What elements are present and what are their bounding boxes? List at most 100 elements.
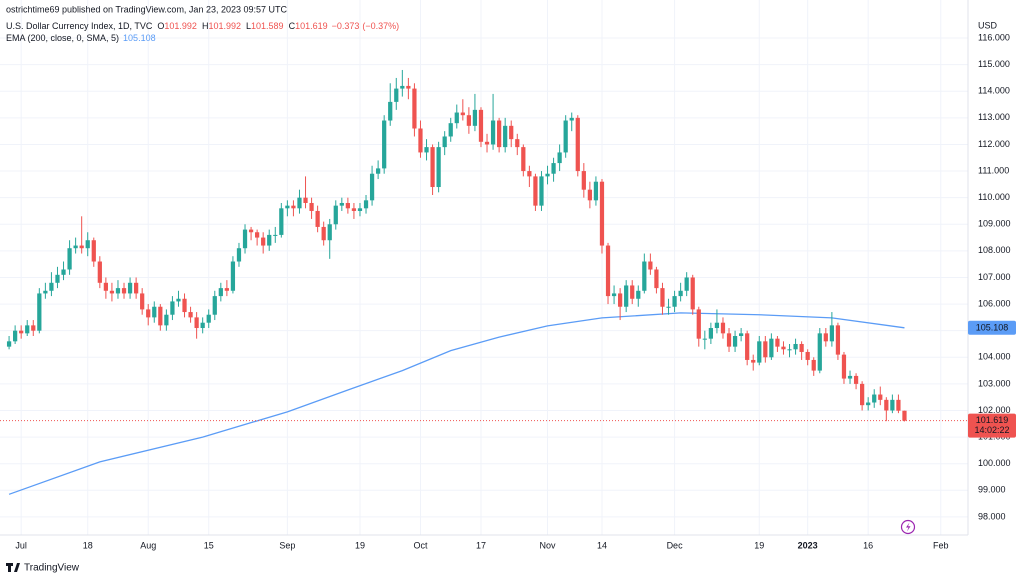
candle-body xyxy=(218,288,223,297)
candle-body xyxy=(630,285,635,299)
y-tick-label: 109.000 xyxy=(978,219,1011,229)
candle-body xyxy=(91,240,96,262)
candle-body xyxy=(430,147,435,188)
candle-body xyxy=(678,290,683,297)
candle-body xyxy=(454,112,459,124)
ohlc-value: 101.619 xyxy=(295,21,328,31)
y-tick-label: 108.000 xyxy=(978,245,1011,255)
candle-body xyxy=(775,338,780,347)
brand-name: TradingView xyxy=(24,563,80,574)
change-percent: (−0.37%) xyxy=(362,21,399,31)
candle-body xyxy=(170,301,175,315)
candle-body xyxy=(527,171,532,177)
candle-body xyxy=(31,325,36,331)
candle-body xyxy=(515,139,520,148)
candle-body xyxy=(714,322,720,329)
candle-body xyxy=(285,205,290,209)
candle-body xyxy=(176,298,181,302)
candle-body xyxy=(696,309,701,339)
candle-body xyxy=(315,210,320,227)
x-tick-label: Dec xyxy=(667,540,684,550)
candle-body xyxy=(333,205,338,225)
last-price-label: 101.619 xyxy=(976,415,1009,425)
candle-body xyxy=(545,173,550,177)
candle-body xyxy=(799,343,804,352)
ema-layer xyxy=(8,312,905,495)
candle-body xyxy=(666,306,671,308)
candle-body xyxy=(890,399,895,411)
candle-body xyxy=(376,168,381,174)
y-tick-label: 114.000 xyxy=(978,86,1010,96)
countdown-label: 14:02:22 xyxy=(974,425,1009,435)
candle-body xyxy=(61,269,66,275)
candle-body xyxy=(6,341,12,347)
candle-body xyxy=(97,261,102,283)
candle-body xyxy=(255,232,260,238)
currency-label: USD xyxy=(978,20,998,30)
candle-body xyxy=(648,261,653,270)
candle-body xyxy=(103,282,108,291)
y-tick-label: 115.000 xyxy=(978,59,1010,69)
candle-body xyxy=(853,375,859,384)
candle-body xyxy=(182,298,187,313)
candle-body xyxy=(382,120,387,169)
candle-body xyxy=(823,333,828,342)
candle-body xyxy=(115,288,121,294)
x-tick-label: Nov xyxy=(540,540,557,550)
candle-body xyxy=(726,333,732,347)
candle-body xyxy=(781,346,786,350)
candle-body xyxy=(509,125,514,140)
candle-body xyxy=(769,338,774,358)
candle-body xyxy=(902,410,907,421)
candle-body xyxy=(739,333,744,337)
x-tick-label: Oct xyxy=(413,540,428,550)
candles xyxy=(6,69,907,422)
candle-body xyxy=(654,269,659,289)
candle-body xyxy=(164,314,169,326)
candle-body xyxy=(200,322,205,329)
candle-body xyxy=(872,394,877,403)
ema-value: 105.108 xyxy=(123,33,156,43)
candle-body xyxy=(297,197,302,209)
candle-body xyxy=(436,147,441,188)
x-tick-label: Aug xyxy=(140,540,156,550)
candle-body xyxy=(841,354,847,379)
candle-body xyxy=(497,120,502,148)
publisher-header: ostrichtime69 published on TradingView.c… xyxy=(6,4,288,14)
candle-body xyxy=(152,306,157,318)
candle-body xyxy=(49,282,54,291)
y-tick-label: 116.000 xyxy=(978,32,1010,42)
candle-body xyxy=(569,117,574,121)
ema-price-label: 105.108 xyxy=(976,323,1009,333)
candle-body xyxy=(25,325,30,334)
candle-body xyxy=(503,125,508,148)
candle-body xyxy=(400,85,405,89)
x-tick-label: 2023 xyxy=(798,540,818,550)
candle-body xyxy=(684,277,689,291)
y-tick-label: 107.000 xyxy=(978,272,1011,282)
candle-body xyxy=(85,240,90,249)
candle-body xyxy=(327,224,332,241)
candle-body xyxy=(581,171,586,190)
y-tick-label: 106.000 xyxy=(978,298,1011,308)
candle-body xyxy=(817,333,822,371)
candle-body xyxy=(745,333,750,360)
candle-body xyxy=(884,399,889,411)
candle-body xyxy=(860,383,865,406)
candle-body xyxy=(212,296,217,315)
candle-body xyxy=(388,101,393,121)
candle-body xyxy=(261,237,266,246)
candle-body xyxy=(593,181,599,201)
y-tick-label: 98.000 xyxy=(978,511,1006,521)
candle-body xyxy=(787,349,792,351)
ohlc-key: H xyxy=(202,21,209,31)
candle-body xyxy=(146,309,151,318)
candle-body xyxy=(127,282,133,294)
candle-body xyxy=(351,208,357,211)
candle-body xyxy=(575,117,580,172)
candle-body xyxy=(599,181,605,246)
time-axis: Jul 18 Aug 15 Sep 19 Oct 17 Nov 14 Dec 19 2023 16 Feb xyxy=(15,540,948,550)
candle-body xyxy=(720,322,726,334)
candle-body xyxy=(460,112,465,116)
